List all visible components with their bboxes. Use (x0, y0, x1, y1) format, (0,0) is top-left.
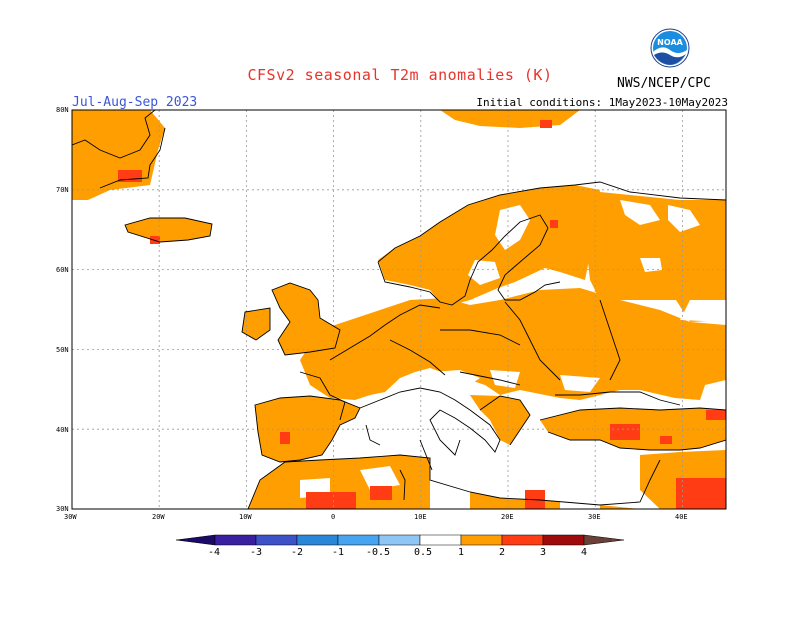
colorbar-label-0-5: 0.5 (414, 547, 433, 558)
near-normal-regions (300, 200, 726, 509)
map-frame (71, 109, 727, 510)
lon-label-0: 0 (331, 513, 336, 521)
colorbar-low-cap (175, 534, 216, 546)
chart-title: CFSv2 seasonal T2m anomalies (K) (247, 66, 553, 84)
coastlines (72, 110, 726, 509)
colorbar-high-cap (583, 534, 625, 546)
colorbar-label-4: 4 (581, 547, 588, 558)
colorbar-label-minus-3: -3 (250, 547, 263, 558)
lon-label-30e: 30E (588, 513, 601, 521)
lat-label-60n: 60N (56, 266, 69, 274)
colorbar-swatch-8 (501, 534, 544, 546)
colorbar-label-2: 2 (499, 547, 506, 558)
colorbar-label-minus-2: -2 (291, 547, 304, 558)
colorbar-swatch-3 (296, 534, 339, 546)
colorbar-label-1: 1 (458, 547, 465, 558)
graticule (72, 110, 726, 509)
lat-label-80n: 80N (56, 106, 69, 114)
colorbar-swatch-6 (419, 534, 462, 546)
lon-label-10e: 10E (414, 513, 427, 521)
lat-label-30n: 30N (56, 505, 69, 513)
colorbar-label-minus-0-5: -0.5 (366, 547, 391, 558)
logo-lettering: NOAA (657, 38, 683, 47)
colorbar-label-minus-1: -1 (332, 547, 345, 558)
colorbar-swatch-1 (214, 534, 257, 546)
anomaly-fill-layer (72, 110, 726, 509)
lon-label-20w: 20W (152, 513, 165, 521)
lon-label-40e: 40E (675, 513, 688, 521)
lat-label-40n: 40N (56, 426, 69, 434)
agency-label: NWS/NCEP/CPC (617, 76, 711, 91)
anomaly-1-to-2-regions (118, 120, 726, 509)
lat-label-50n: 50N (56, 346, 69, 354)
colorbar-swatch-2 (255, 534, 298, 546)
colorbar-swatch-7 (460, 534, 503, 546)
colorbar-swatch-5 (378, 534, 421, 546)
colorbar-label-3: 3 (540, 547, 547, 558)
noaa-logo: NOAA (650, 28, 690, 68)
anomaly-0-5-to-1-regions (72, 110, 726, 509)
colorbar-label-minus-4: -4 (208, 547, 221, 558)
lon-label-20e: 20E (501, 513, 514, 521)
lon-label-10w: 10W (239, 513, 252, 521)
colorbar-swatch-4 (337, 534, 380, 546)
forecast-period: Jul-Aug-Sep 2023 (72, 95, 198, 110)
colorbar-swatch-9 (542, 534, 585, 546)
lat-label-70n: 70N (56, 186, 69, 194)
initial-conditions: Initial conditions: 1May2023-10May2023 (476, 96, 728, 109)
lon-label-30w: 30W (64, 513, 77, 521)
